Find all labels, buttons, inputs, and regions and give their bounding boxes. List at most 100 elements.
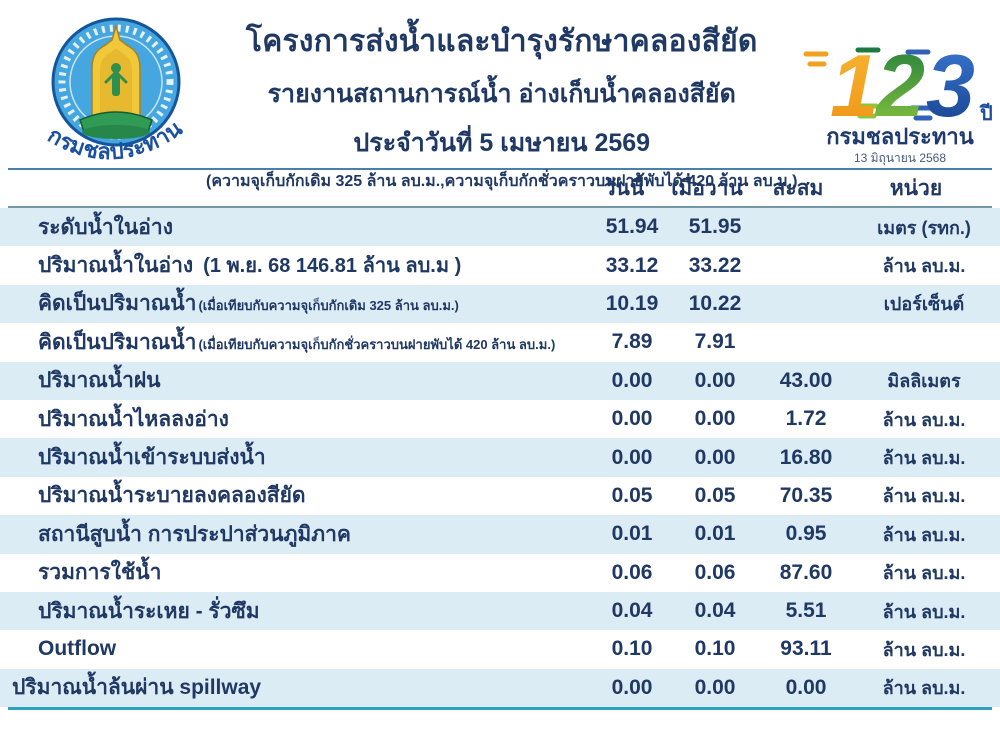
row-label: ปริมาณน้ำล้นผ่าน spillway bbox=[12, 676, 262, 700]
year-suffix: ปี bbox=[979, 102, 993, 125]
value-accumulated: 16.80 bbox=[779, 445, 833, 469]
value-today: 0.00 bbox=[611, 675, 653, 699]
table-row: ปริมาณน้ำฝน 0.00 0.00 43.00 มิลลิเมตร bbox=[0, 361, 1000, 400]
value-accumulated: 1.72 bbox=[785, 407, 827, 431]
value-yesterday: 0.05 bbox=[694, 483, 736, 507]
value-yesterday: 51.95 bbox=[688, 215, 742, 239]
row-label: สถานีสูบน้ำ การประปาส่วนภูมิภาค bbox=[38, 522, 351, 546]
row-unit: ล้าน ลบ.ม. bbox=[882, 639, 966, 660]
value-yesterday: 0.10 bbox=[694, 637, 736, 661]
value-today: 10.19 bbox=[605, 291, 659, 315]
project-title: โครงการส่งน้ำและบำรุงรักษาคลองสียัด bbox=[245, 25, 758, 58]
value-today: 0.00 bbox=[611, 368, 653, 392]
row-unit: ล้าน ลบ.ม. bbox=[882, 524, 966, 545]
title-block: โครงการส่งน้ำและบำรุงรักษาคลองสียัด รายง… bbox=[206, 10, 797, 194]
logo-anniversary-date: 13 มิถุนายน 2568 bbox=[854, 151, 946, 166]
table-row: ปริมาณน้ำไหลลงอ่าง 0.00 0.00 1.72 ล้าน ลบ.ม. bbox=[0, 400, 1000, 438]
row-unit: ล้าน ลบ.ม. bbox=[882, 409, 966, 430]
table-row: รวมการใช้น้ำ 0.06 0.06 87.60 ล้าน ลบ.ม. bbox=[0, 554, 1000, 592]
value-today: 0.06 bbox=[611, 560, 653, 584]
value-accumulated: 43.00 bbox=[779, 368, 833, 392]
water-report-table: วันนี้ เมื่อวาน สะสม หน่วย ระดับน้ำในอ่า… bbox=[0, 170, 1000, 711]
value-today: 0.00 bbox=[611, 445, 653, 469]
row-label: ปริมาณน้ำระเหย - รั่วซึม bbox=[38, 599, 260, 623]
table-row: คิดเป็นปริมาณน้ำ (เมื่อเทียบกับความจุเก็บ… bbox=[0, 284, 1000, 324]
row-label: Outflow bbox=[38, 637, 117, 661]
value-today: 0.04 bbox=[611, 599, 653, 623]
value-yesterday: 0.04 bbox=[694, 599, 736, 623]
digit-1: 1 bbox=[830, 36, 879, 135]
row-label-note: (1 พ.ย. 68 146.81 ล้าน ลบ.ม ) bbox=[203, 255, 462, 278]
anniversary-123-icon: 1 2 3 ปี กรมชลประทาน 13 มิถุนายน 2568 bbox=[803, 36, 993, 166]
column-header-accumulated: สะสม bbox=[772, 176, 824, 200]
value-accumulated: 70.35 bbox=[779, 483, 833, 507]
anniversary-123-logo: 1 2 3 ปี กรมชลประทาน 13 มิถุนายน 2568 bbox=[797, 10, 1000, 175]
row-unit: ล้าน ลบ.ม. bbox=[882, 563, 966, 584]
row-unit: ล้าน ลบ.ม. bbox=[882, 486, 966, 507]
digit-3: 3 bbox=[926, 36, 975, 135]
value-today: 7.89 bbox=[611, 330, 653, 354]
row-unit: มิลลิเมตร bbox=[887, 371, 961, 392]
row-label: คิดเป็นปริมาณน้ำ (เมื่อเทียบกับความจุเก็บ… bbox=[38, 330, 556, 354]
row-label: คิดเป็นปริมาณน้ำ (เมื่อเทียบกับความจุเก็บ… bbox=[38, 292, 459, 316]
row-unit: เปอร์เซ็นต์ bbox=[883, 294, 965, 315]
table-header-row: วันนี้ เมื่อวาน สะสม หน่วย bbox=[0, 170, 1000, 206]
digit-2: 2 bbox=[874, 36, 925, 135]
row-label-note: (เมื่อเทียบกับความจุเก็บกักเดิม 325 ล้าน… bbox=[198, 298, 459, 314]
row-label: ปริมาณน้ำระบายลงคลองสียัด bbox=[38, 484, 306, 508]
row-label: ปริมาณน้ำฝน bbox=[38, 369, 161, 393]
value-today: 51.94 bbox=[605, 215, 659, 239]
table-row: สถานีสูบน้ำ การประปาส่วนภูมิภาค 0.01 0.01 0… bbox=[0, 515, 1000, 554]
table-row: ปริมาณน้ำเข้าระบบส่งน้ำ 0.00 0.00 16.80 ล้าน… bbox=[0, 438, 1000, 477]
row-label: ปริมาณน้ำเข้าระบบส่งน้ำ bbox=[38, 446, 266, 470]
column-header-unit: หน่วย bbox=[889, 176, 943, 200]
divider-top bbox=[8, 168, 992, 170]
divider-header bbox=[8, 206, 992, 208]
value-accumulated: 5.51 bbox=[785, 599, 827, 623]
report-header: กรมชลประทาน โครงการส่งน้ำและบำรุงรักษาคล… bbox=[0, 0, 1000, 190]
table-row: ปริมาณน้ำล้นผ่าน spillway 0.00 0.00 0.00 ล้า… bbox=[0, 668, 1000, 708]
row-unit: ล้าน ลบ.ม. bbox=[882, 601, 966, 622]
row-label-note: (เมื่อเทียบกับความจุเก็บกักชั่วคราวบนฝาย… bbox=[198, 336, 556, 352]
table-row: ปริมาณน้ำในอ่าง (1 พ.ย. 68 146.81 ล้าน ลบ… bbox=[0, 246, 1000, 284]
table-row: ระดับน้ำในอ่าง 51.94 51.95 เมตร (รทก.) bbox=[0, 208, 1000, 247]
value-yesterday: 0.06 bbox=[694, 560, 736, 584]
row-label: รวมการใช้น้ำ bbox=[38, 561, 162, 585]
table-body: ระดับน้ำในอ่าง 51.94 51.95 เมตร (รทก.) ปริมา… bbox=[0, 208, 1000, 708]
value-accumulated: 0.00 bbox=[785, 675, 827, 699]
value-yesterday: 0.00 bbox=[694, 675, 736, 699]
value-today: 0.05 bbox=[611, 483, 653, 507]
value-accumulated: 93.11 bbox=[780, 637, 832, 661]
rid-seal-logo: กรมชลประทาน bbox=[26, 10, 206, 183]
value-yesterday: 10.22 bbox=[688, 291, 742, 315]
row-label: ปริมาณน้ำในอ่าง (1 พ.ย. 68 146.81 ล้าน ลบ… bbox=[38, 254, 462, 278]
value-today: 0.01 bbox=[611, 522, 653, 546]
row-unit: เมตร (รทก.) bbox=[877, 217, 971, 238]
row-unit: ล้าน ลบ.ม. bbox=[882, 448, 966, 469]
value-accumulated: 87.60 bbox=[779, 560, 833, 584]
report-date: ประจำวันที่ 5 เมษายน 2569 bbox=[353, 129, 651, 157]
table-row: ปริมาณน้ำระบายลงคลองสียัด 0.05 0.05 70.35 ล้… bbox=[0, 477, 1000, 515]
table-row: คิดเป็นปริมาณน้ำ (เมื่อเทียบกับความจุเก็บ… bbox=[0, 323, 1000, 361]
row-unit: ล้าน ลบ.ม. bbox=[882, 678, 966, 699]
value-yesterday: 0.00 bbox=[694, 445, 736, 469]
logo-org-name: กรมชลประทาน bbox=[826, 124, 974, 149]
value-yesterday: 7.91 bbox=[694, 330, 736, 354]
table-row: ปริมาณน้ำระเหย - รั่วซึม 0.04 0.04 5.51 ล้าน… bbox=[0, 591, 1000, 631]
report-title: รายงานสถานการณ์น้ำ อ่างเก็บน้ำคลองสียัด bbox=[267, 80, 736, 108]
column-header-yesterday: เมื่อวาน bbox=[671, 176, 743, 200]
value-accumulated: 0.95 bbox=[785, 522, 827, 546]
row-unit: ล้าน ลบ.ม. bbox=[882, 256, 966, 277]
table-row: Outflow 0.10 0.10 93.11 ล้าน ลบ.ม. bbox=[0, 630, 1000, 668]
value-today: 0.00 bbox=[611, 407, 653, 431]
column-header-today: วันนี้ bbox=[603, 176, 645, 200]
capacity-note: (ความจุเก็บกักเดิม 325 ล้าน ลบ.ม.,ความจุ… bbox=[206, 173, 798, 190]
value-yesterday: 0.00 bbox=[694, 368, 736, 392]
row-label: ระดับน้ำในอ่าง bbox=[38, 215, 173, 239]
rid-seal-icon: กรมชลประทาน bbox=[44, 17, 186, 164]
value-yesterday: 0.01 bbox=[694, 522, 736, 546]
divider-bottom bbox=[8, 707, 992, 711]
value-yesterday: 33.22 bbox=[688, 253, 742, 277]
row-label: ปริมาณน้ำไหลลงอ่าง bbox=[38, 407, 229, 431]
